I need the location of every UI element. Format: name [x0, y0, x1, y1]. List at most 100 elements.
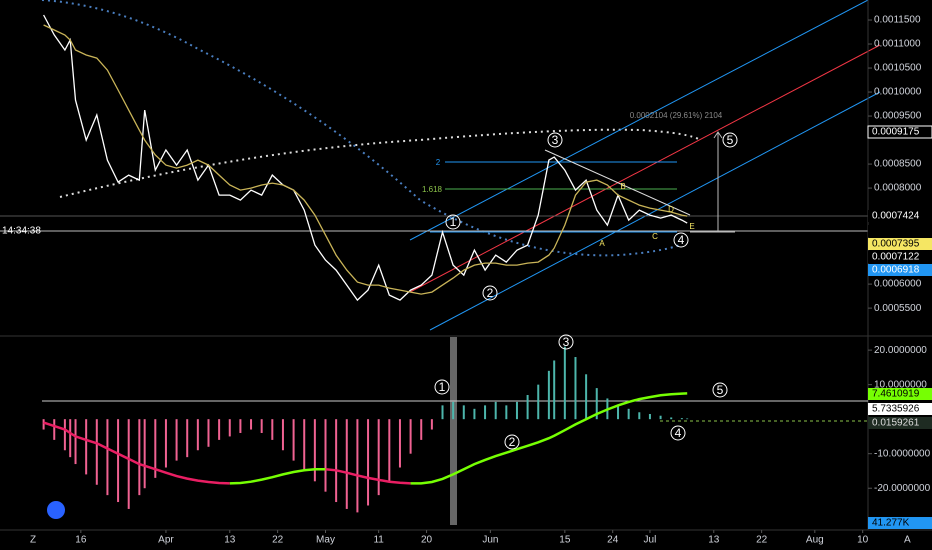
histogram-bar [95, 419, 98, 485]
histogram-bar [106, 419, 109, 496]
annotation: 1 [450, 215, 457, 229]
price-label: 0.0007395 [872, 239, 920, 250]
signal-line [229, 467, 326, 485]
x-tick-label: Apr [158, 535, 174, 546]
price-line [43, 14, 688, 302]
histogram-bar [42, 419, 45, 430]
histogram-bar [494, 401, 497, 420]
value-label-box [868, 403, 932, 415]
long-ma [59, 128, 701, 198]
histogram-bar [515, 401, 518, 420]
drawings [0, 0, 932, 531]
histogram-bar [324, 419, 327, 492]
annotation: 3 [552, 133, 559, 147]
value-label: 7.4610919 [872, 389, 920, 400]
x-tick-label: Jun [482, 535, 498, 546]
y-tick-label: 0.0011500 [874, 15, 921, 26]
histogram-bar [430, 419, 433, 430]
price-label-box [868, 238, 932, 250]
histogram-bar [218, 419, 221, 440]
price-label: 0.0007122 [872, 252, 920, 263]
wave-circle [445, 214, 461, 230]
y-tick-label: -20.0000000 [874, 483, 931, 494]
histogram-bar [117, 419, 120, 503]
wave-circle [434, 379, 450, 395]
histogram-bar [388, 419, 391, 482]
histogram-bar [292, 419, 295, 461]
y-tick-label: 0.0011000 [874, 39, 921, 50]
histogram-bar [127, 419, 130, 509]
y-tick-label: 0.0010000 [874, 87, 922, 98]
channel-upper [409, 0, 869, 241]
annotation: 0.0002104 (29.61%) 2104 [630, 111, 723, 120]
price-label: 14:34:38 [2, 226, 41, 237]
x-tick-label: 10 [857, 535, 869, 546]
value-label: 5.7335926 [872, 404, 920, 415]
y-tick-label: 0.0008000 [874, 183, 922, 194]
wave-circle [722, 132, 738, 148]
histogram-bar [574, 357, 577, 420]
histogram-bar [484, 405, 487, 420]
price-label-box [867, 125, 932, 139]
corner-label[interactable]: Z [30, 535, 36, 546]
x-tick-label: 15 [559, 535, 571, 546]
highlight-band [450, 337, 457, 525]
channel-lower [429, 91, 881, 331]
histogram-bar [367, 419, 370, 506]
histogram-bar [196, 419, 199, 451]
histogram-bar [53, 419, 56, 440]
logo[interactable] [47, 501, 65, 519]
x-tick-label: 13 [224, 535, 236, 546]
histogram-bar [74, 419, 77, 465]
histogram-bar [138, 419, 141, 496]
histogram-bar [207, 419, 210, 447]
histogram-bar [585, 374, 588, 420]
histogram-bar [281, 419, 284, 451]
arrow-head [713, 131, 723, 139]
histogram-bar [462, 405, 465, 420]
histogram-bar [345, 419, 348, 509]
histogram-bar [595, 388, 598, 420]
x-tick-label: May [316, 535, 335, 546]
signal-line [43, 421, 230, 485]
value-label-box [868, 388, 932, 400]
histogram-bar [680, 418, 683, 420]
annotation: 5 [717, 383, 724, 397]
x-tick-label: 24 [607, 535, 619, 546]
wave-circle [673, 232, 689, 248]
histogram-bar [627, 408, 630, 420]
wave-circle [712, 382, 728, 398]
price-label-box [868, 251, 932, 263]
histogram-bar [441, 405, 444, 420]
annotation: B [620, 182, 625, 191]
value-label: 0.0159261 [872, 418, 920, 429]
histogram-bar [648, 413, 651, 420]
y-tick-label: 0.0010500 [874, 63, 922, 74]
histogram-bar [260, 419, 263, 433]
value-label-box [868, 517, 932, 529]
value-label-box [868, 417, 932, 429]
histogram-bar [553, 360, 556, 420]
annotation: C [652, 232, 658, 241]
value-label: 41.277K [872, 518, 910, 529]
wave-circle [504, 434, 520, 450]
x-tick-label: 22 [272, 535, 284, 546]
annotation: A [599, 239, 605, 248]
annotation: 3 [563, 335, 570, 349]
histogram-bar [409, 419, 412, 454]
trend-line [544, 149, 691, 216]
price-label: 0.0006918 [872, 265, 920, 276]
x-tick-label: 22 [756, 535, 768, 546]
histogram-bar [303, 419, 306, 471]
price-label-box [868, 264, 932, 276]
y-tick-label: 0.0009500 [874, 111, 922, 122]
annotation: 4 [675, 426, 682, 440]
wave-circle [547, 132, 563, 148]
price-label: 0.0009175 [872, 127, 920, 138]
x-tick-label: 13 [708, 535, 720, 546]
y-tick-label: 0.0005500 [874, 303, 922, 314]
long-ma-2 [41, 0, 681, 257]
histogram-bar [420, 419, 423, 440]
corner-label[interactable]: A [904, 535, 911, 546]
x-tick-label: Jul [644, 535, 657, 546]
